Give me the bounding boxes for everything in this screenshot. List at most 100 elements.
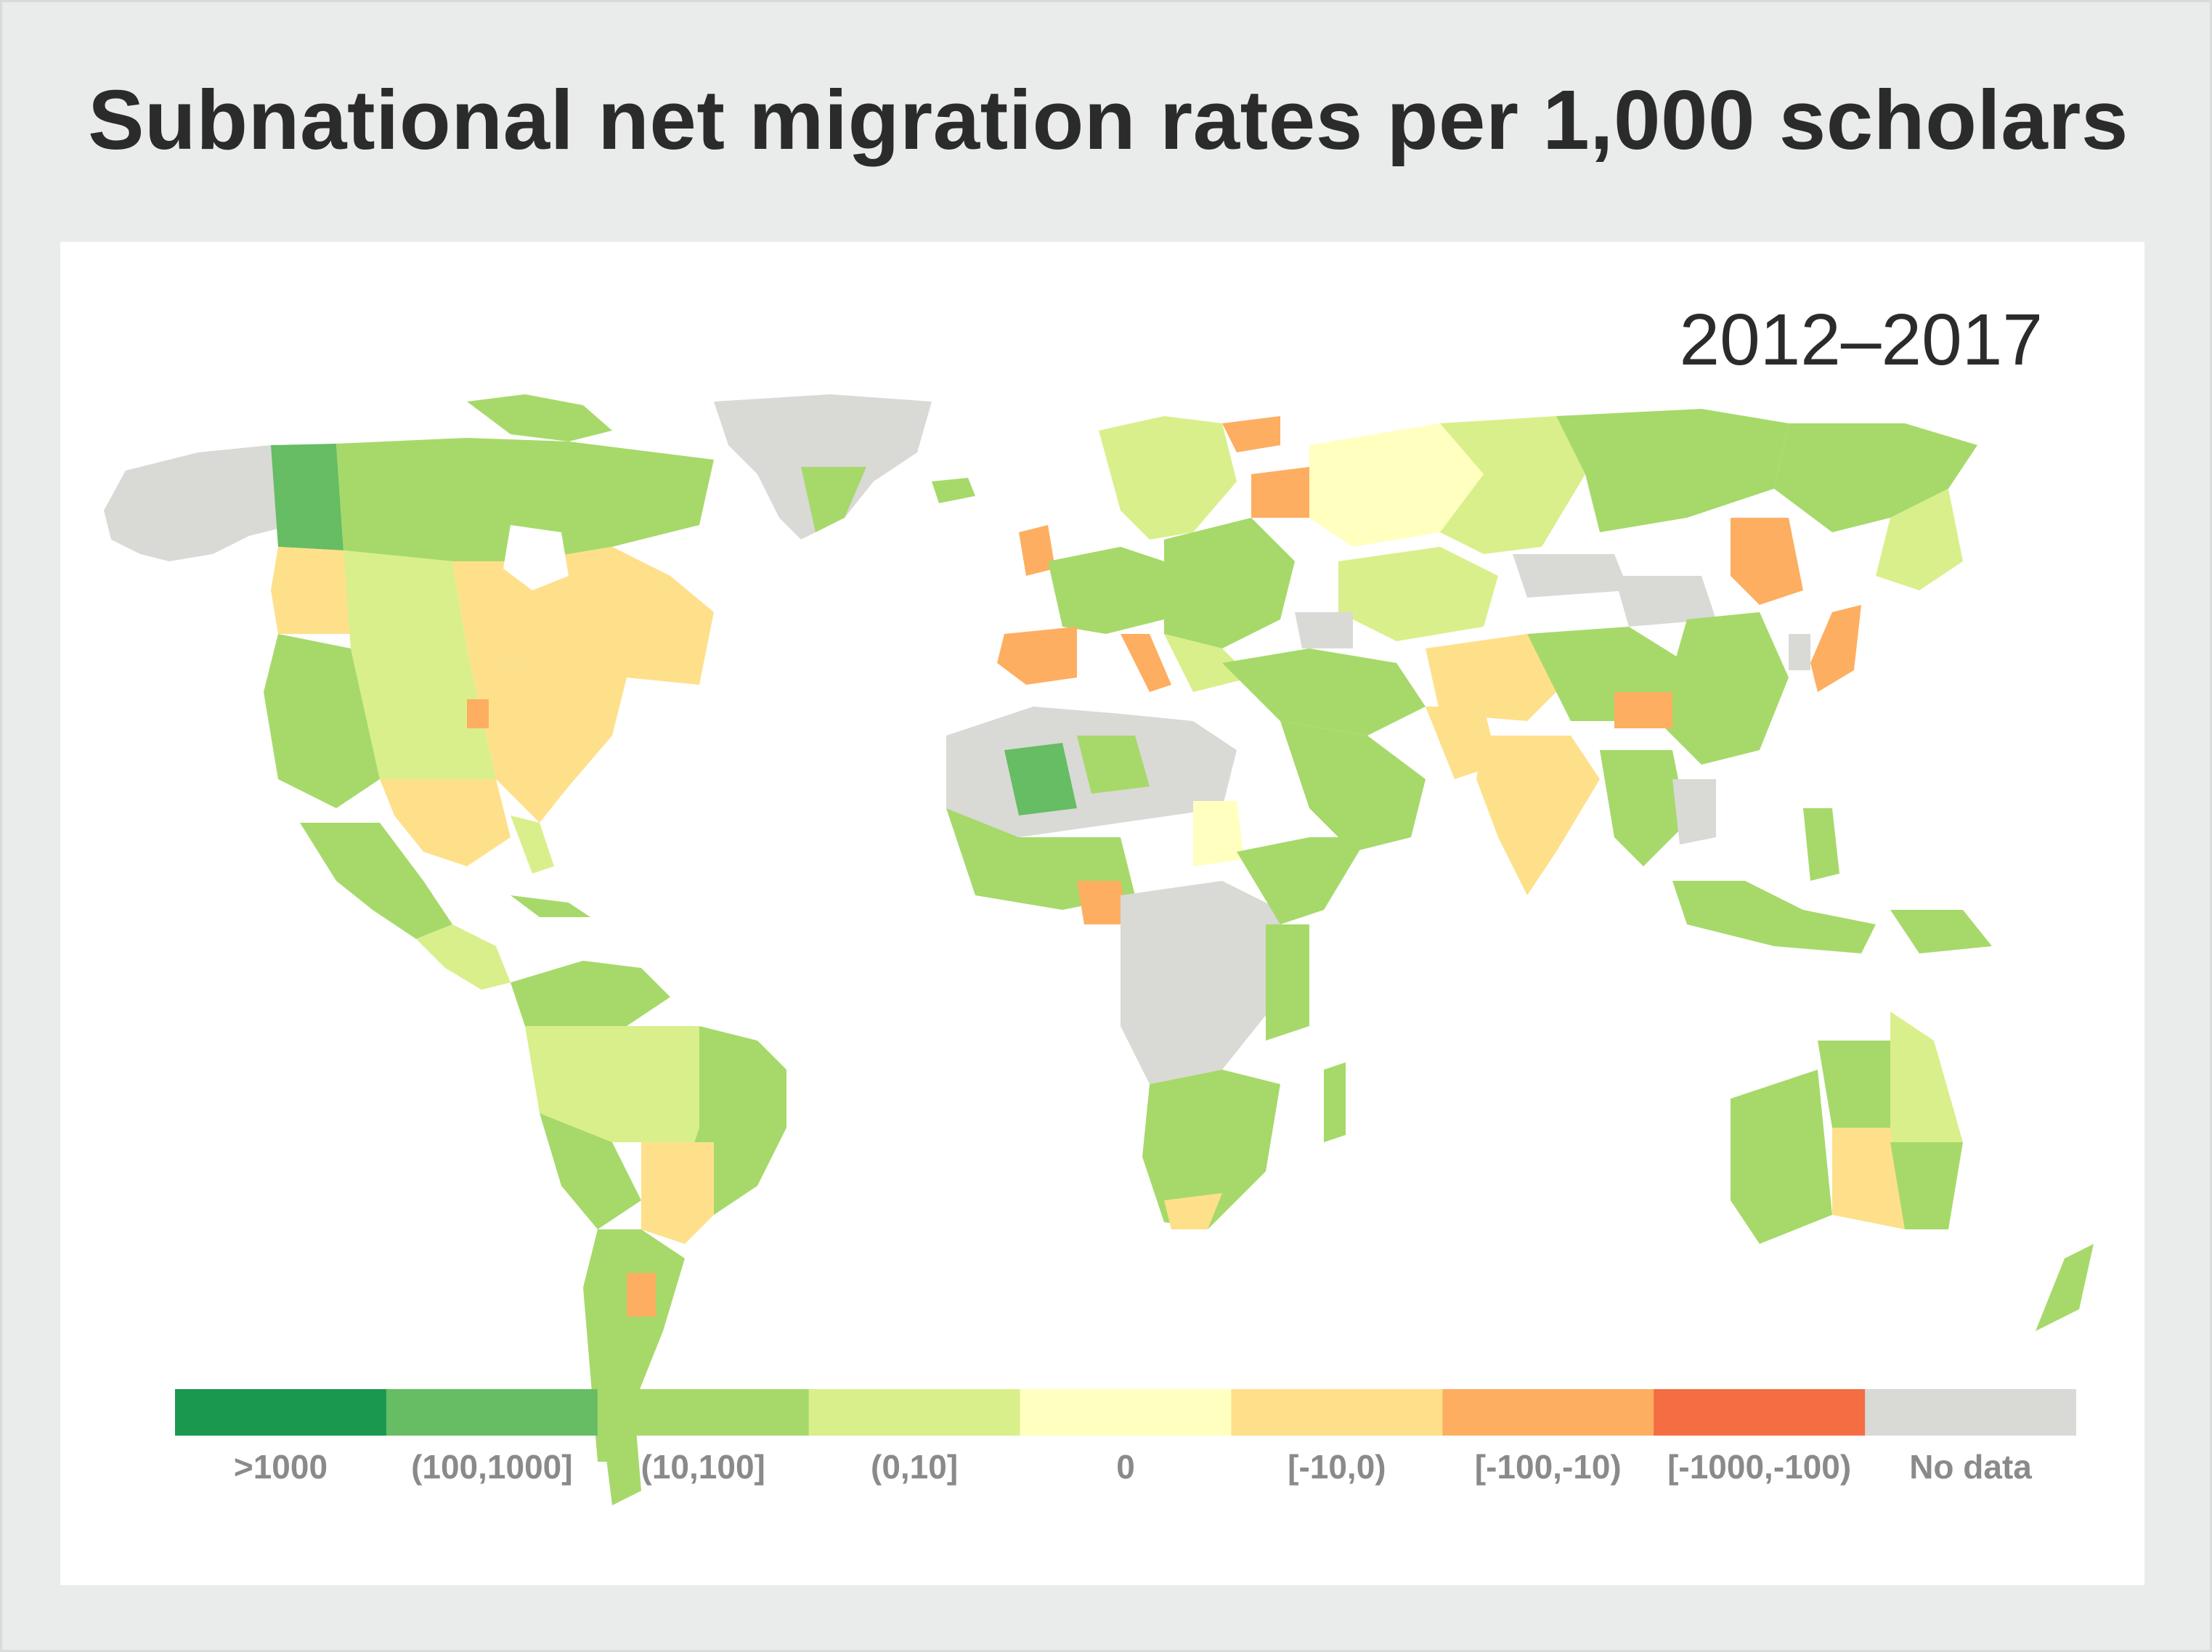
balkans bbox=[1164, 634, 1251, 692]
greenland-region bbox=[714, 394, 932, 540]
algeria bbox=[1004, 743, 1077, 815]
western-australia bbox=[1731, 1070, 1832, 1244]
colombia-venezuela bbox=[511, 961, 670, 1033]
korea bbox=[1789, 634, 1810, 670]
legend-swatch bbox=[1020, 1389, 1232, 1436]
north-asia-region bbox=[1295, 409, 1977, 648]
philippines bbox=[1803, 808, 1839, 881]
usa-central bbox=[351, 648, 496, 779]
scandinavia bbox=[1099, 416, 1237, 540]
map-panel: 2012–2017 bbox=[60, 242, 2144, 1585]
east-africa bbox=[1266, 924, 1309, 1041]
ohio-region bbox=[467, 699, 489, 728]
italy bbox=[1121, 634, 1171, 692]
iceland bbox=[932, 478, 975, 503]
queensland bbox=[1890, 1012, 1963, 1142]
legend-label: (100,1000] bbox=[411, 1448, 573, 1486]
usa-west bbox=[264, 634, 380, 808]
legend-label: (10,100] bbox=[641, 1448, 765, 1486]
central-asia bbox=[1426, 634, 1571, 721]
japan bbox=[1810, 605, 1861, 692]
usa-east bbox=[467, 648, 627, 823]
eastern-europe bbox=[1164, 518, 1295, 648]
europe-region bbox=[932, 416, 1309, 692]
central-america bbox=[416, 924, 511, 990]
argentina-central bbox=[627, 1273, 656, 1317]
legend-label: 0 bbox=[1116, 1448, 1135, 1486]
north-america-region bbox=[104, 394, 714, 990]
period-label: 2012–2017 bbox=[1679, 299, 2043, 381]
southern-africa bbox=[1142, 1070, 1280, 1229]
africa-region bbox=[946, 707, 1367, 1229]
south-australia bbox=[1832, 1128, 1905, 1229]
central-africa bbox=[1121, 881, 1280, 1084]
legend-labels: >1000 (100,1000] (10,100] (0,10] 0 [-10,0) [-1… bbox=[175, 1447, 2076, 1498]
caribbean bbox=[511, 895, 590, 917]
south-africa-coast bbox=[1164, 1193, 1222, 1229]
asia-region bbox=[1222, 605, 1992, 953]
black-sea-region bbox=[1295, 612, 1353, 648]
legend-swatch bbox=[597, 1389, 810, 1436]
iberia bbox=[997, 627, 1077, 685]
yukon bbox=[271, 444, 343, 550]
brazil-south bbox=[641, 1142, 714, 1244]
northern-territory bbox=[1818, 1041, 1890, 1128]
madagascar bbox=[1324, 1062, 1346, 1142]
siberia-central bbox=[1556, 409, 1789, 532]
indonesia bbox=[1672, 881, 1876, 953]
finland-north bbox=[1222, 416, 1280, 452]
alaska bbox=[104, 445, 278, 561]
peru-bolivia bbox=[540, 1113, 641, 1229]
india bbox=[1476, 736, 1600, 895]
oceania-region bbox=[1731, 1012, 2094, 1331]
legend-label: (0,10] bbox=[871, 1448, 959, 1486]
siberia-east bbox=[1774, 423, 1977, 532]
texas bbox=[380, 779, 511, 866]
greenland-south bbox=[801, 467, 866, 532]
siberia-west bbox=[1440, 416, 1585, 554]
legend-swatch bbox=[808, 1389, 1021, 1436]
arctic-islands bbox=[467, 394, 612, 442]
legend-swatch bbox=[1442, 1389, 1654, 1436]
china-central bbox=[1614, 692, 1672, 728]
legend-swatch bbox=[1654, 1389, 1866, 1436]
northern-canada bbox=[336, 438, 714, 561]
legend-swatch bbox=[1231, 1389, 1443, 1436]
sudan bbox=[1193, 801, 1244, 866]
legend-label: No data bbox=[1909, 1448, 2032, 1486]
siberia-south bbox=[1513, 554, 1629, 598]
legend-swatch bbox=[1865, 1389, 2076, 1436]
british-isles bbox=[1019, 525, 1055, 576]
nigeria-cameroon bbox=[1077, 881, 1128, 924]
hudson-bay bbox=[503, 525, 569, 590]
russia-central bbox=[1309, 423, 1484, 547]
russia-west bbox=[1251, 467, 1309, 518]
northeast-china bbox=[1731, 518, 1803, 605]
libya bbox=[1077, 736, 1150, 794]
arabian-peninsula bbox=[1280, 721, 1426, 852]
russia-far-east bbox=[1876, 489, 1963, 590]
new-zealand bbox=[2036, 1244, 2094, 1331]
western-europe bbox=[1048, 547, 1164, 634]
legend-label: >1000 bbox=[233, 1448, 328, 1486]
kazakhstan bbox=[1338, 547, 1498, 641]
prairies bbox=[343, 550, 467, 648]
legend-label: [-100,-10) bbox=[1474, 1448, 1622, 1486]
legend-color-bar bbox=[175, 1389, 2076, 1436]
eastern-canada bbox=[452, 547, 714, 685]
new-guinea bbox=[1890, 910, 1992, 953]
indochina bbox=[1672, 779, 1716, 845]
legend-swatch bbox=[386, 1389, 598, 1436]
china-east bbox=[1658, 612, 1789, 765]
western-canada bbox=[271, 547, 351, 634]
world-map bbox=[104, 394, 2094, 1505]
mexico bbox=[300, 823, 452, 939]
new-south-wales bbox=[1890, 1142, 1963, 1229]
legend-label: [-1000,-100) bbox=[1667, 1448, 1852, 1486]
southeast-asia bbox=[1600, 750, 1687, 866]
figure-title: Subnational net migration rates per 1,00… bbox=[88, 73, 2128, 167]
turkey-iran bbox=[1222, 648, 1426, 736]
legend-swatch bbox=[175, 1389, 387, 1436]
horn-of-africa bbox=[1237, 837, 1367, 924]
